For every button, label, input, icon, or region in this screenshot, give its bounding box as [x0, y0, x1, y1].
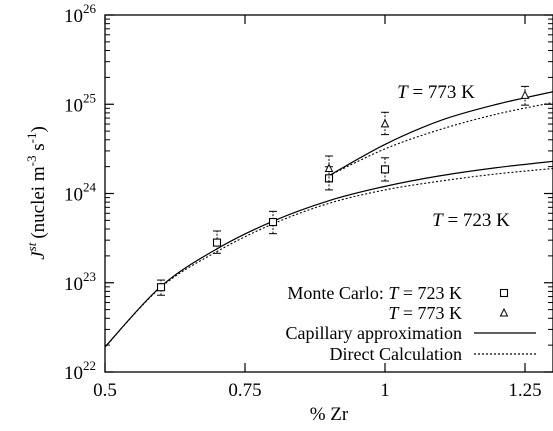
curve-label-value: = 773 K	[408, 82, 475, 103]
curve-label-variable: T	[432, 210, 444, 231]
points	[156, 85, 530, 296]
y-tick-label-exponent: 24	[83, 180, 97, 195]
y-tick-label: 1024	[64, 180, 97, 206]
legend-label: Monte Carlo: T = 723 K	[287, 283, 462, 303]
capillary-approximation-curve	[328, 91, 553, 177]
data-point-723k	[156, 283, 166, 292]
legend-label-text: Direct Calculation	[330, 344, 462, 364]
curve-label-variable: T	[397, 82, 409, 103]
data-point-723k	[380, 165, 390, 174]
y-tick-label-exponent: 26	[83, 1, 97, 16]
y-axis-title-units: (nuclei m	[28, 166, 49, 239]
legend: Monte Carlo: T = 723 KT = 773 KCapillary…	[286, 283, 536, 364]
x-axis-title: % Zr	[310, 404, 349, 425]
data-point-773k	[520, 90, 530, 99]
data-point-773k	[324, 163, 334, 173]
legend-label-text: Monte Carlo:	[287, 283, 388, 303]
y-tick-label: 1022	[64, 358, 96, 384]
legend-square-marker	[499, 288, 509, 298]
legend-label-variable: T	[388, 303, 400, 323]
legend-label: Capillary approximation	[286, 323, 462, 343]
y-axis-title-exp1: -3	[24, 156, 39, 167]
legend-label: Direct Calculation	[330, 344, 462, 364]
curve-label-t723: T = 723 K	[432, 210, 510, 231]
y-tick-label-exponent: 22	[83, 358, 96, 373]
x-tick-label: 1	[380, 380, 390, 401]
y-axis-title-exp2: -1	[24, 133, 39, 144]
data-point-773k	[380, 118, 390, 128]
direct-calculation-curve	[104, 167, 553, 348]
y-tick-label-base: 10	[64, 6, 83, 27]
y-axis-title-mid: s	[28, 143, 49, 155]
y-tick-label-base: 10	[64, 274, 83, 295]
curve-label-value: = 723 K	[443, 210, 510, 231]
legend-label-value: = 723 K	[398, 283, 462, 303]
data-point-723k	[212, 238, 222, 247]
y-tick-label-exponent: 25	[83, 90, 96, 105]
curve-label-t773: T = 773 K	[397, 82, 475, 103]
legend-label-value: = 773 K	[398, 303, 462, 323]
y-axis-title-close: )	[28, 126, 49, 132]
legend-label: T = 773 K	[388, 303, 462, 323]
y-axis-title-sup: st	[24, 242, 39, 251]
y-tick-label: 1025	[64, 90, 96, 116]
legend-triangle-marker	[499, 307, 509, 317]
direct-calculation-curve	[328, 101, 553, 177]
y-tick-label-base: 10	[64, 363, 83, 384]
x-tick-label: 0.5	[93, 380, 117, 401]
y-tick-label-exponent: 23	[83, 269, 96, 284]
data-point-723k	[268, 218, 278, 227]
plot-frame	[104, 14, 553, 373]
y-tick-label-base: 10	[64, 95, 83, 116]
x-tick-label: 1.25	[508, 380, 541, 401]
ticks	[104, 14, 553, 373]
capillary-approximation-curve	[104, 160, 553, 348]
x-tick-label: 0.75	[228, 380, 261, 401]
y-tick-label-base: 10	[64, 185, 83, 206]
y-tick-label: 1023	[64, 269, 96, 295]
legend-label-variable: T	[388, 283, 400, 303]
y-tick-label: 1026	[64, 1, 97, 27]
legend-label-text: Capillary approximation	[286, 323, 462, 343]
annotations: T = 773 KT = 723 K	[397, 82, 510, 231]
y-axis-title-base: J	[28, 250, 49, 260]
y-axis-title: Jst (nuclei m-3 s-1)	[24, 126, 49, 260]
curves	[104, 91, 553, 348]
